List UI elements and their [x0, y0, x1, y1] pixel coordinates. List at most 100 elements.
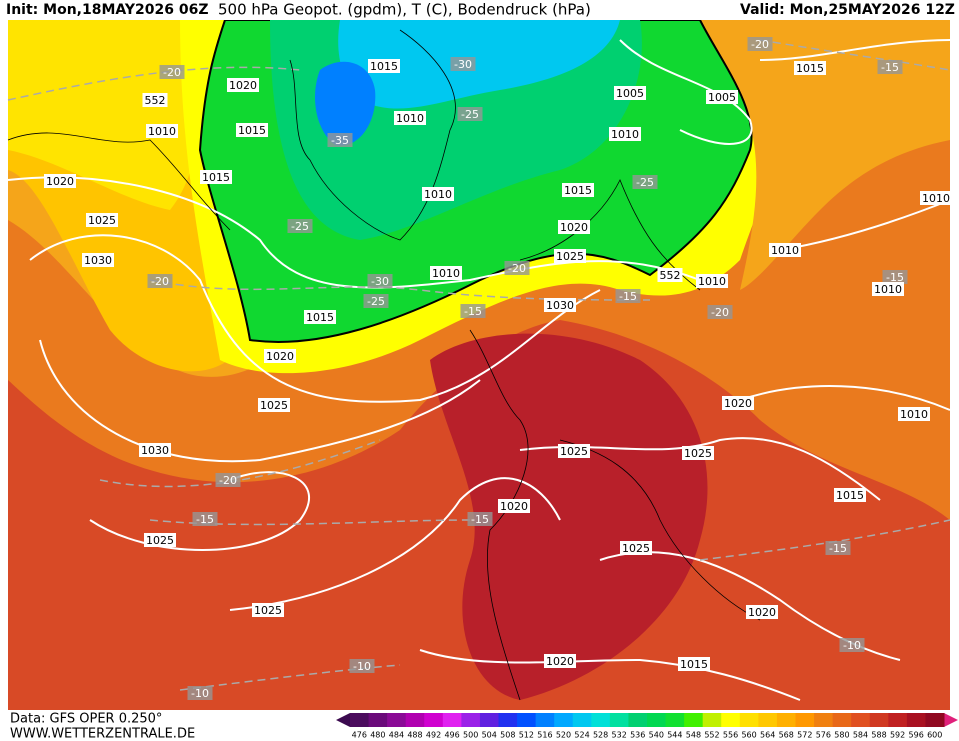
label-box: [215, 473, 241, 487]
label-box: [678, 657, 710, 671]
isobar-label: 1020: [46, 175, 74, 188]
label-box: [264, 349, 296, 363]
isotherm-label: -15: [619, 290, 637, 303]
label-box: [747, 37, 773, 51]
colorbar-swatch: [684, 713, 704, 727]
colorbar-swatch: [554, 713, 574, 727]
label-box: [139, 443, 171, 457]
colorbar-swatch: [572, 713, 592, 727]
label-box: [457, 107, 483, 121]
isobar-label: 1015: [306, 311, 334, 324]
colorbar-label: 540: [649, 731, 664, 740]
label-box: [304, 310, 336, 324]
init-time: Init: Mon,18MAY2026 06Z: [6, 2, 209, 18]
colorbar-swatch: [387, 713, 407, 727]
label-box: [227, 78, 259, 92]
colorbar-label: 536: [630, 731, 645, 740]
isobar-label: 1020: [724, 397, 752, 410]
label-box: [422, 187, 454, 201]
isobar-label: 1010: [611, 128, 639, 141]
label-box: [498, 499, 530, 513]
label-box: [327, 133, 353, 147]
isobar-label: 1030: [546, 299, 574, 312]
isobar-label: 552: [145, 94, 166, 107]
label-box: [877, 60, 903, 74]
colorbar-swatch: [535, 713, 555, 727]
label-box: [192, 512, 218, 526]
colorbar-swatch: [368, 713, 388, 727]
label-box: [460, 304, 486, 318]
isobar-label: 1015: [564, 184, 592, 197]
isotherm-label: -10: [353, 660, 371, 673]
label-box: [287, 219, 313, 233]
isotherm-label: -25: [291, 220, 309, 233]
label-box: [86, 213, 118, 227]
isobar-label: 1025: [88, 214, 116, 227]
label-box: [142, 93, 168, 107]
colorbar-label: 564: [760, 731, 775, 740]
colorbar-label: 476: [352, 731, 367, 740]
field-darkred: [430, 333, 708, 700]
label-box: [200, 170, 232, 184]
label-box: [794, 61, 826, 75]
colorbar: 476 480 484 488 492 496 500 504 508 512 516 520 524 5…: [350, 713, 945, 740]
isobar-label: 1025: [622, 542, 650, 555]
colorbar-label: 556: [723, 731, 738, 740]
isobar-label: 1020: [500, 500, 528, 513]
label-box: [363, 294, 389, 308]
colorbar-swatch: [442, 713, 462, 727]
isobar-label: 1025: [254, 604, 282, 617]
isobar-label: 1025: [260, 399, 288, 412]
coastlines: [7, 29, 761, 701]
colorbar-label: 500: [463, 731, 478, 740]
isobar-label: 1030: [84, 254, 112, 267]
isobar-label: 1010: [148, 125, 176, 138]
colorbar-label: 600: [927, 731, 942, 740]
map-labels: 1015 -30 1020 552 1010 1015 1010 -25 -35 1005 1005…: [44, 37, 952, 700]
field-yellow: [8, 20, 199, 210]
colorbar-swatch: [851, 713, 871, 727]
colorbar-label: 548: [686, 731, 701, 740]
label-box: [920, 191, 952, 205]
isobar-label: 1025: [556, 250, 584, 263]
label-box: [620, 541, 652, 555]
isobar-label: 1010: [432, 267, 460, 280]
isotherm-label: -30: [454, 58, 472, 71]
website: WWW.WETTERZENTRALE.DE: [10, 727, 195, 741]
label-box: [769, 243, 801, 257]
isotherm-label: -25: [461, 108, 479, 121]
colorbar-swatch: [832, 713, 852, 727]
label-box: [872, 282, 904, 296]
isobar-label: 1010: [424, 188, 452, 201]
label-box: [430, 266, 462, 280]
label-box: [252, 603, 284, 617]
isobar-label: 1010: [771, 244, 799, 257]
colorbar-swatch: [925, 713, 945, 727]
isobar-label: 1005: [708, 91, 736, 104]
isotherm-label: -15: [881, 61, 899, 74]
colorbar-swatch: [758, 713, 778, 727]
colorbar-label: 576: [816, 731, 831, 740]
label-box: [706, 90, 738, 104]
colorbar-high-arrow: [944, 713, 958, 727]
label-box: [236, 123, 268, 137]
colorbar-label: 584: [853, 731, 868, 740]
label-box: [554, 249, 586, 263]
isotherm-label: -15: [196, 513, 214, 526]
colorbar-swatch: [776, 713, 796, 727]
isotherm-label: -20: [151, 275, 169, 288]
label-box: [450, 57, 476, 71]
label-box: [394, 111, 426, 125]
colorbar-swatch: [665, 713, 685, 727]
isotherm-label: -30: [371, 275, 389, 288]
field-cyan: [338, 20, 620, 109]
label-box: [44, 174, 76, 188]
label-box: [558, 220, 590, 234]
colorbar-swatch: [479, 713, 499, 727]
colorbar-swatch: [609, 713, 629, 727]
label-box: [609, 127, 641, 141]
isobar-label: 1020: [229, 79, 257, 92]
colorbar-label: 568: [779, 731, 794, 740]
label-box: [614, 86, 646, 100]
label-box: [898, 407, 930, 421]
